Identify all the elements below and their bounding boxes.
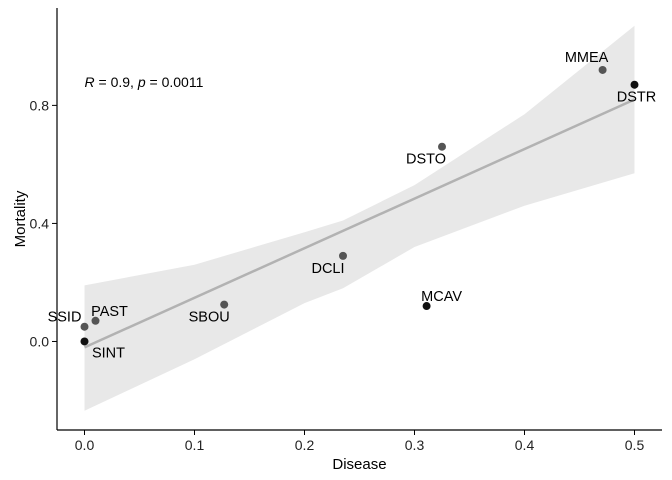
y-tick-label: 0.8 — [30, 97, 50, 113]
data-point-label: DSTO — [406, 152, 446, 168]
regression-line — [83, 98, 636, 349]
x-tick-label: 0.2 — [295, 437, 315, 453]
data-point — [339, 251, 347, 260]
data-point — [422, 302, 431, 311]
data-point-label: DSTR — [617, 90, 656, 106]
y-axis-title: Mortality — [12, 190, 29, 247]
r-value: = 0.9, — [95, 74, 138, 90]
p-value: = 0.0011 — [146, 74, 204, 90]
data-point-label: SBOU — [189, 310, 230, 326]
x-tick-label: 0.4 — [515, 437, 535, 453]
data-point — [91, 316, 100, 325]
y-tick-label: 0.4 — [30, 215, 50, 231]
x-tick-label: 0.1 — [185, 437, 205, 453]
x-tick-label: 0.5 — [625, 437, 645, 453]
x-axis-title: Disease — [332, 456, 386, 473]
data-point — [80, 337, 89, 346]
data-point-label: MMEA — [565, 50, 609, 66]
r-symbol: R — [85, 74, 95, 90]
data-point-label: SSID — [48, 310, 82, 326]
data-point-label: MCAV — [421, 289, 462, 305]
correlation-annotation: R = 0.9, p = 0.0011 — [85, 74, 204, 90]
data-point — [220, 300, 229, 309]
data-point-label: DCLI — [311, 261, 344, 277]
x-tick-label: 0.3 — [405, 437, 425, 453]
data-point — [598, 65, 607, 74]
data-point — [438, 142, 446, 151]
data-point — [630, 80, 639, 89]
x-tick-label: 0.0 — [75, 437, 95, 453]
confidence-band — [84, 25, 635, 411]
data-point — [80, 322, 89, 331]
p-symbol: p — [137, 74, 146, 90]
y-tick-label: 0.0 — [30, 333, 50, 349]
data-point-label: SINT — [92, 345, 125, 361]
data-point-label: PAST — [91, 304, 128, 320]
